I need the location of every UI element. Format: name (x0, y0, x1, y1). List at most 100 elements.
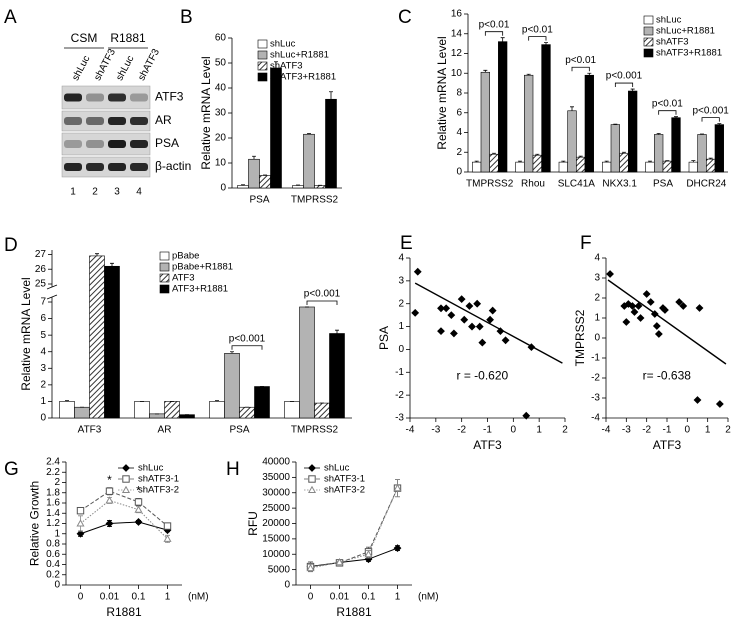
legend-label: shLuc+R1881 (270, 50, 329, 61)
marker (695, 304, 704, 312)
error-bar (518, 160, 522, 163)
bar (706, 158, 716, 173)
blot-band (64, 93, 82, 102)
error-bar (241, 184, 245, 186)
y-axis-title: Relative mRNA Level (19, 277, 33, 390)
y-axis-title: PSA (377, 326, 391, 350)
bar (149, 413, 165, 419)
y-tick-label: 25000 (262, 503, 290, 514)
blot-strip (61, 110, 151, 132)
row-label: AR (155, 113, 172, 127)
error-bar (535, 153, 540, 156)
bar (314, 402, 330, 419)
legend-label: shATF3-2 (324, 485, 365, 496)
y-tick-label: 3 (398, 275, 404, 286)
marker (646, 298, 655, 306)
marker (679, 302, 688, 310)
y-tick-label: 30000 (262, 487, 290, 498)
x-axis-title: ATF3 (653, 438, 682, 452)
legend-label: shLuc (270, 39, 296, 50)
bar (314, 185, 326, 189)
blot-band (130, 163, 148, 171)
error-bar (691, 160, 696, 163)
bar (671, 117, 681, 173)
y-tick-label: 30 (215, 108, 227, 119)
bracket (658, 110, 677, 115)
bar (567, 110, 577, 173)
series-line (310, 487, 398, 568)
legend-label: shLuc (138, 463, 164, 474)
legend-swatch (257, 61, 268, 71)
x-tick-label: -4 (602, 425, 611, 436)
blot-band (86, 93, 104, 102)
marker (715, 400, 724, 408)
y-tick-label: 7 (40, 297, 46, 308)
marker (468, 322, 476, 331)
bar (628, 90, 638, 173)
legend-label: shATF3+R1881 (270, 72, 336, 83)
x-tick-label: Rhou (521, 179, 545, 190)
x-tick-label: ATF3 (78, 425, 102, 436)
marker (437, 304, 445, 313)
y-tick-label: 16 (451, 9, 463, 20)
y-tick-label: -4 (591, 413, 600, 424)
legend-label: pBabe+R1881 (172, 262, 233, 273)
marker (105, 496, 114, 504)
y-tick-label: -1 (591, 353, 600, 364)
bar (299, 306, 315, 419)
bracket (484, 31, 504, 36)
bar (654, 134, 664, 173)
lane-number: 1 (70, 187, 76, 198)
bar (284, 401, 300, 419)
y-tick-label: 15000 (262, 534, 290, 545)
bracket (701, 117, 720, 122)
y-tick-label: 10 (451, 68, 463, 79)
blot-band (130, 140, 148, 148)
y-tick-label: 0 (594, 333, 600, 344)
annotation: p<0.01 (479, 19, 510, 30)
error-bar (230, 351, 234, 354)
x-tick-label: 0.01 (100, 592, 120, 603)
bar (104, 265, 120, 419)
blot-band (108, 117, 126, 125)
y-tick-label: 6 (456, 107, 462, 118)
x-tick-label: AR (158, 425, 172, 436)
panel-label: E (400, 233, 413, 254)
y-tick-label: 4 (456, 127, 462, 138)
bracket (306, 300, 338, 305)
lane-number: 3 (114, 187, 120, 198)
legend-label: shATF3-2 (138, 485, 179, 496)
legend-label: pBabe (172, 251, 199, 262)
y-tick-label: 0 (398, 344, 404, 355)
marker (306, 563, 315, 572)
y-tick-label: 0.2 (46, 569, 60, 580)
bar (209, 401, 225, 419)
marker (501, 336, 510, 345)
error-bar (526, 73, 531, 76)
marker (675, 298, 684, 306)
bar (134, 401, 150, 419)
error-bar (307, 133, 311, 135)
series-line (80, 521, 168, 535)
y-tick-label: 4 (40, 346, 46, 357)
y-tick-label: 2 (54, 477, 60, 488)
marker (628, 302, 637, 310)
marker (308, 475, 316, 483)
x-tick-label: -1 (663, 425, 672, 436)
annotation: p<0.001 (606, 71, 643, 82)
y-tick-label: 1 (40, 396, 46, 407)
bar (602, 161, 612, 173)
x-tick-label: -3 (622, 425, 631, 436)
x-tick-label: PSA (229, 425, 249, 436)
blot-strip (61, 132, 151, 156)
x-unit: (nM) (418, 592, 439, 603)
y-axis-title: Relative Growth (27, 481, 41, 566)
blot-strip (61, 156, 151, 178)
bar (89, 255, 105, 419)
bar (303, 133, 315, 189)
bar (59, 401, 75, 419)
y-tick-label: 10000 (262, 549, 290, 560)
marker (622, 318, 631, 326)
bar (524, 74, 534, 173)
